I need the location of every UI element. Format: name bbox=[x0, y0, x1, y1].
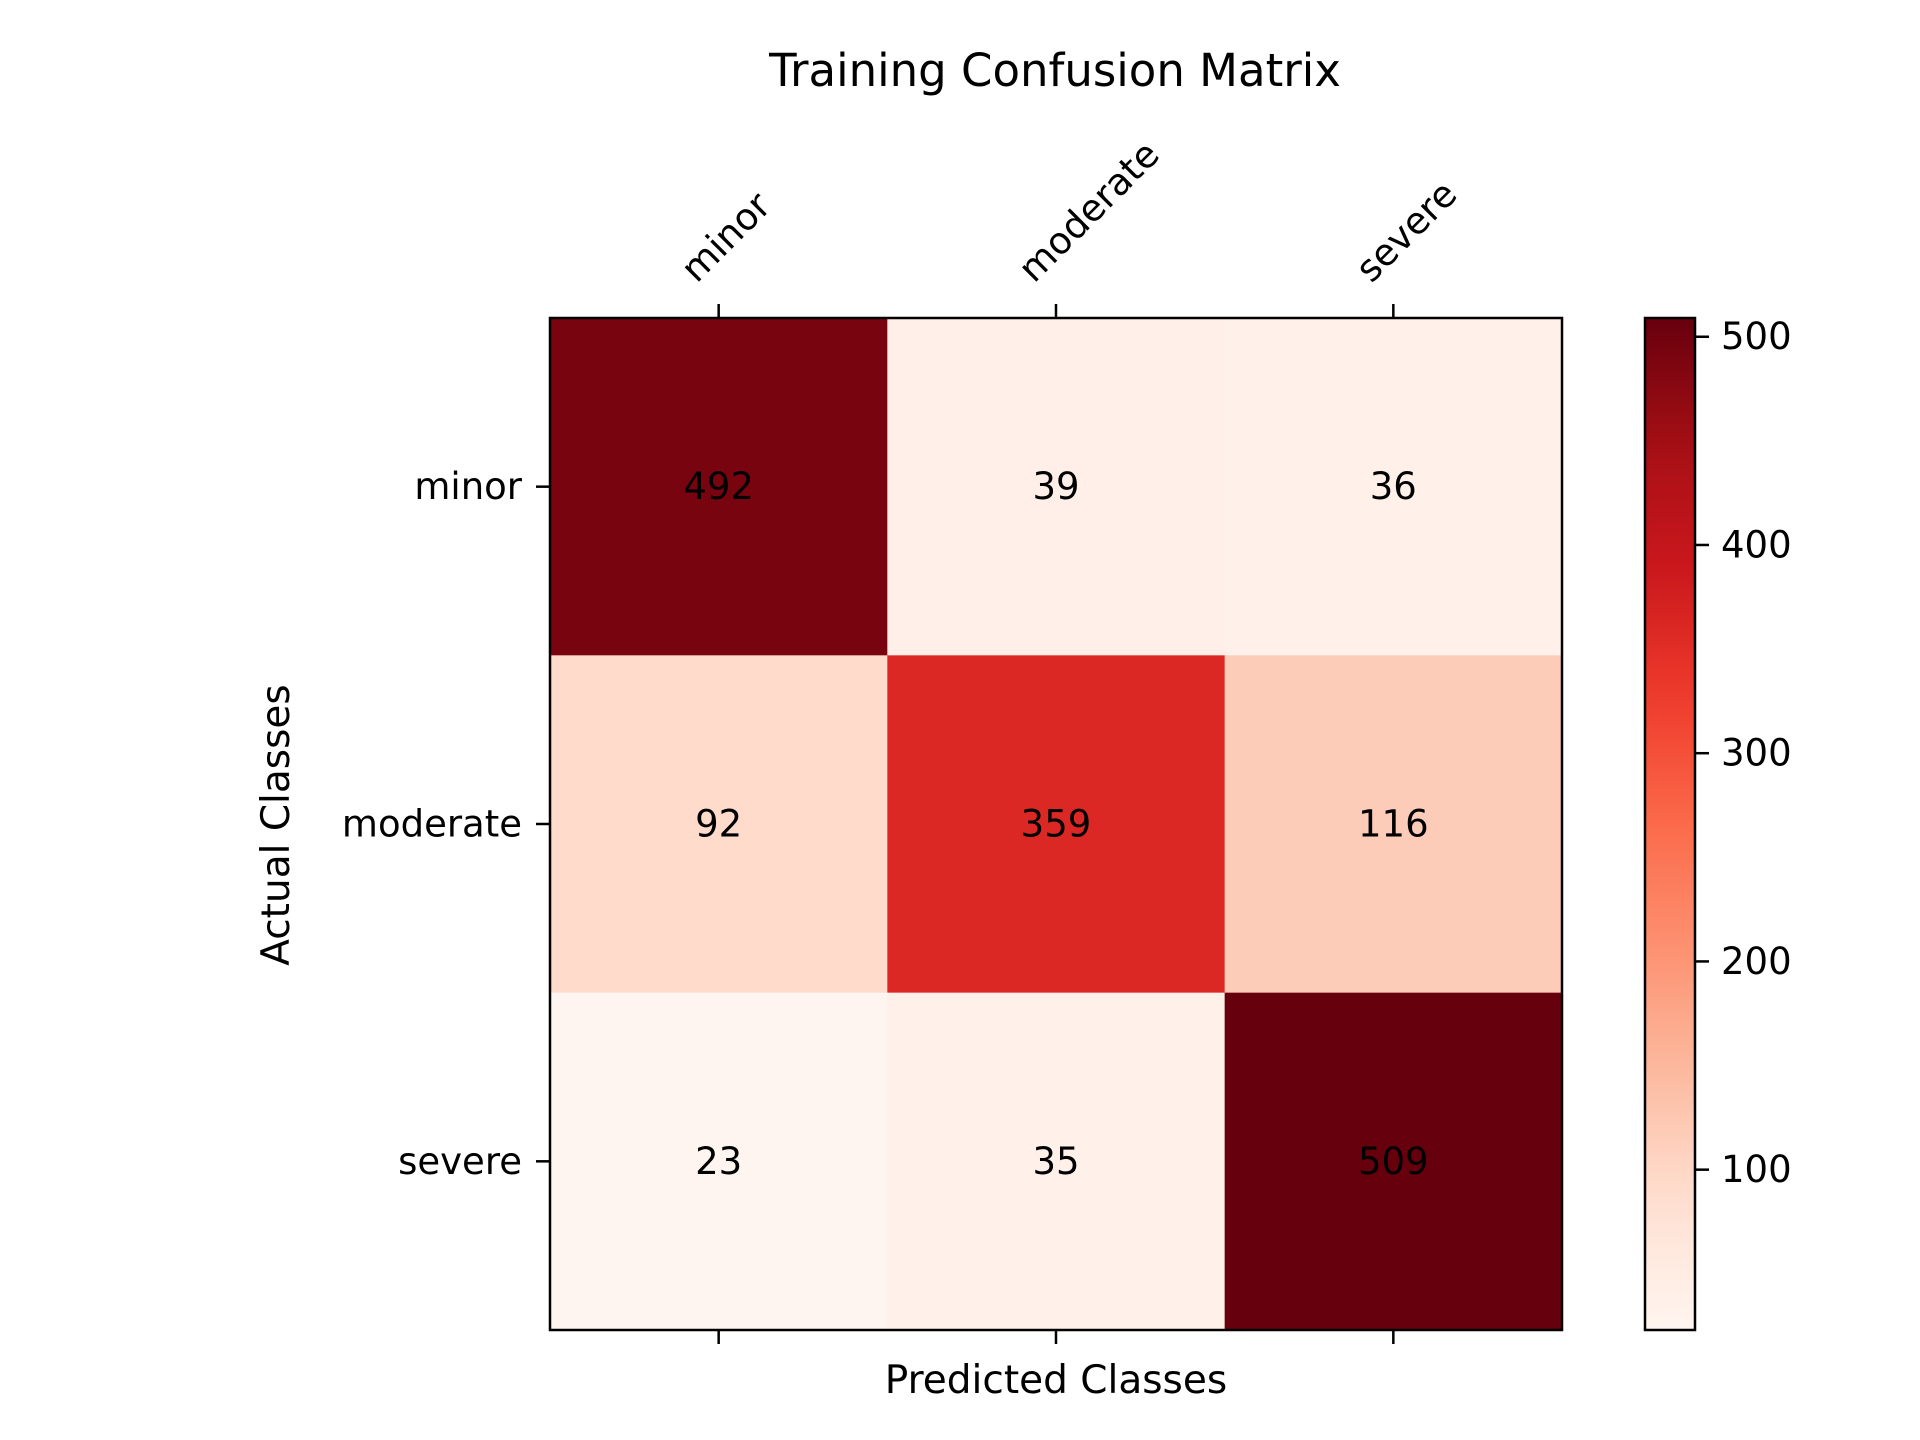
chart-title: Training Confusion Matrix bbox=[768, 44, 1341, 97]
heatmap-cells bbox=[550, 318, 1563, 1331]
heatmap-cell bbox=[1224, 655, 1563, 994]
heatmap-cell bbox=[887, 318, 1226, 656]
colorbar bbox=[1643, 316, 1697, 1332]
colorbar-tick-label: 500 bbox=[1721, 315, 1792, 358]
y-axis-label: Actual Classes bbox=[254, 684, 299, 966]
heatmap-cell bbox=[1224, 992, 1563, 1331]
cell-value-label: 509 bbox=[1358, 1140, 1429, 1183]
heatmap-cell bbox=[887, 655, 1226, 994]
cell-value-label: 359 bbox=[1021, 802, 1092, 845]
colorbar-tick-label: 100 bbox=[1721, 1148, 1792, 1191]
cell-value-label: 36 bbox=[1370, 465, 1417, 508]
x-axis-label: Predicted Classes bbox=[885, 1358, 1227, 1403]
y-tick-label: moderate bbox=[342, 802, 522, 845]
cell-value-label: 35 bbox=[1032, 1140, 1079, 1183]
cell-value-label: 116 bbox=[1358, 802, 1429, 845]
heatmap-cell bbox=[887, 992, 1226, 1331]
cell-value-label: 92 bbox=[695, 802, 742, 845]
heatmap-cell-labels: 492 39 36 92 359 116 23 35 509 bbox=[683, 465, 1428, 1183]
colorbar-ticks: 100 200 300 400 500 bbox=[1695, 315, 1792, 1191]
heatmap-cell bbox=[1224, 318, 1563, 656]
colorbar-tick-label: 200 bbox=[1721, 940, 1792, 983]
colorbar-tick-label: 300 bbox=[1721, 732, 1792, 775]
y-axis-ticks: minor moderate severe bbox=[342, 465, 550, 1183]
y-tick-label: minor bbox=[414, 465, 522, 508]
cell-value-label: 23 bbox=[695, 1140, 742, 1183]
heatmap-cell bbox=[550, 318, 888, 656]
cell-value-label: 39 bbox=[1032, 465, 1079, 508]
colorbar-tick-label: 400 bbox=[1721, 523, 1792, 566]
cell-value-label: 492 bbox=[683, 465, 754, 508]
heatmap-cell bbox=[550, 992, 888, 1331]
y-tick-label: severe bbox=[398, 1140, 522, 1183]
heatmap-cell bbox=[550, 655, 888, 994]
